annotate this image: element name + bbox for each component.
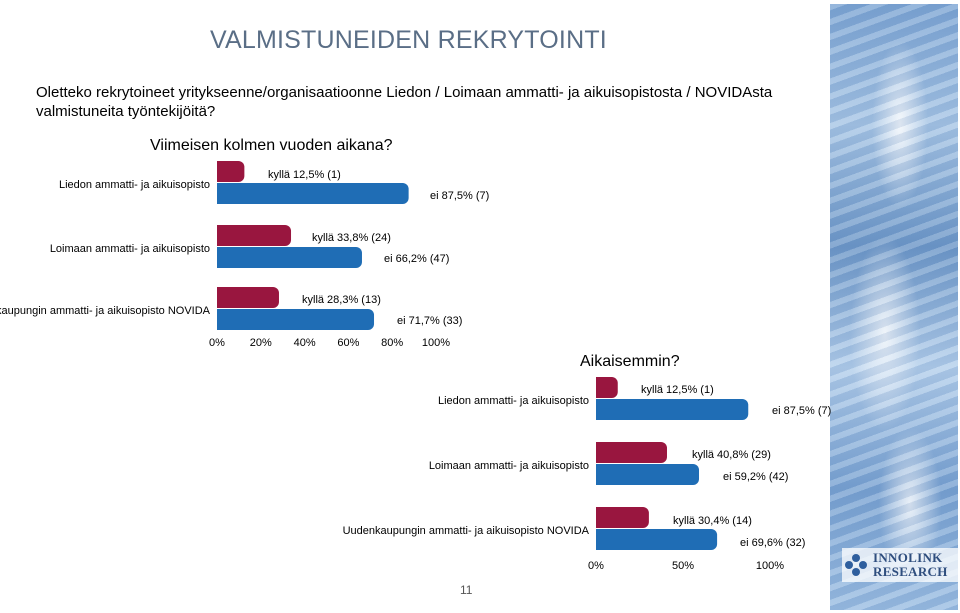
bar-ei-edge [596, 529, 602, 550]
logo-text-line2: RESEARCH [873, 564, 948, 579]
data-label-ei: ei 87,5% (7) [772, 405, 831, 417]
x-tick-label: 20% [250, 337, 272, 349]
bar-kylla [217, 287, 279, 308]
bar-ei-edge [217, 183, 223, 204]
page-title: VALMISTUNEIDEN REKRYTOINTI [210, 26, 607, 54]
category-label: Uudenkaupungin ammatti- ja aikuisopisto … [343, 525, 590, 537]
data-label-kylla: kyllä 30,4% (14) [673, 515, 752, 527]
x-tick-label: 50% [672, 560, 694, 572]
chart1-title: Viimeisen kolmen vuoden aikana? [150, 137, 393, 154]
x-tick-label: 0% [209, 337, 225, 349]
x-tick-label: 0% [588, 560, 604, 572]
bar-ei [596, 399, 749, 420]
category-label: Uudenkaupungin ammatti- ja aikuisopisto … [0, 305, 211, 317]
data-label-ei: ei 69,6% (32) [740, 537, 805, 549]
page-number: 11 [460, 583, 473, 597]
data-label-kylla: kyllä 33,8% (24) [312, 232, 391, 244]
bar-kylla-edge [596, 377, 602, 398]
bar-ei [217, 309, 375, 330]
bar-ei [596, 464, 700, 485]
bar-ei [596, 529, 718, 550]
bar-ei [217, 247, 362, 268]
category-label: Liedon ammatti- ja aikuisopisto [59, 179, 210, 191]
x-tick-label: 100% [756, 560, 784, 572]
data-label-kylla: kyllä 40,8% (29) [692, 449, 771, 461]
x-tick-label: 40% [294, 337, 316, 349]
data-label-ei: ei 59,2% (42) [723, 471, 788, 483]
category-label: Loimaan ammatti- ja aikuisopisto [429, 460, 589, 472]
data-label-kylla: kyllä 28,3% (13) [302, 294, 381, 306]
bar-ei-edge [217, 309, 223, 330]
x-tick-label: 100% [422, 337, 450, 349]
bar-ei-edge [596, 399, 602, 420]
bar-ei-edge [596, 464, 602, 485]
bar-kylla-edge [217, 287, 223, 308]
category-label: Loimaan ammatti- ja aikuisopisto [50, 243, 210, 255]
data-label-ei: ei 87,5% (7) [430, 190, 489, 202]
decorative-background-image [830, 4, 958, 610]
logo-icon [845, 554, 867, 576]
data-label-kylla: kyllä 12,5% (1) [268, 169, 341, 181]
bar-kylla [217, 161, 245, 182]
bar-ei-edge [217, 247, 223, 268]
innolink-logo: INNOLINK RESEARCH [842, 548, 958, 582]
data-label-ei: ei 66,2% (47) [384, 253, 449, 265]
bar-kylla [596, 442, 667, 463]
category-label: Liedon ammatti- ja aikuisopisto [438, 395, 589, 407]
x-tick-label: 60% [337, 337, 359, 349]
bar-kylla-edge [217, 225, 223, 246]
bar-kylla-edge [217, 161, 223, 182]
data-label-ei: ei 71,7% (33) [397, 315, 462, 327]
logo-text-line1: INNOLINK [873, 550, 943, 565]
survey-question: Oletteko rekrytoineet yritykseenne/organ… [36, 84, 773, 120]
chart2-title: Aikaisemmin? [580, 353, 680, 370]
bar-kylla-edge [596, 507, 602, 528]
bar-ei [217, 183, 409, 204]
bar-kylla [596, 507, 649, 528]
data-label-kylla: kyllä 12,5% (1) [641, 384, 714, 396]
x-tick-label: 80% [381, 337, 403, 349]
bar-kylla [217, 225, 292, 246]
bar-kylla-edge [596, 442, 602, 463]
